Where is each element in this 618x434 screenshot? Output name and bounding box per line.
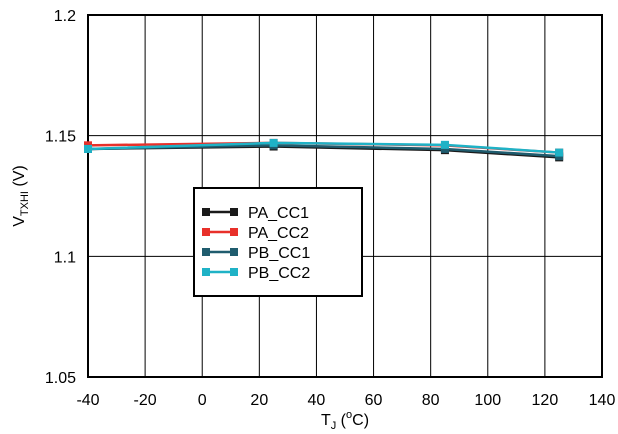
legend-label: PB_CC1	[248, 245, 310, 262]
legend-swatch-marker	[202, 208, 210, 216]
legend-label: PA_CC1	[248, 205, 309, 222]
plot-frame	[87, 14, 603, 378]
data-point	[555, 148, 564, 157]
data-point	[440, 140, 449, 149]
legend-entry: PA_CC2	[202, 225, 309, 242]
y-tick-label: 1.1	[54, 249, 76, 266]
y-tick-label: 1.05	[45, 370, 76, 387]
y-tick-label: 1.2	[54, 8, 76, 25]
data-point	[440, 144, 449, 153]
x-tick-label: -40	[76, 392, 99, 409]
legend-swatch-marker	[230, 208, 238, 216]
x-axis-label: TJ (oC)	[321, 409, 369, 432]
legend-swatch-marker	[202, 228, 210, 236]
legend-entry: PB_CC1	[202, 245, 310, 262]
legend-swatch-marker	[230, 228, 238, 236]
y-tick-labels: 1.05 1.1 1.15 1.2	[45, 8, 76, 387]
legend-entry: PA_CC1	[202, 205, 309, 222]
x-tick-label: 100	[474, 392, 501, 409]
legend: PA_CC1 PA_CC2 PB_CC1 PB_CC2	[193, 187, 363, 297]
x-tick-labels: -40 -20 0 20 40 60 80 100 120 140	[76, 392, 615, 409]
x-tick-label: 140	[589, 392, 616, 409]
legend-swatch-marker	[202, 268, 210, 276]
x-tick-label: 0	[198, 392, 207, 409]
x-tick-label: 20	[250, 392, 268, 409]
series-pb-cc2	[84, 138, 564, 157]
series-line	[87, 141, 560, 154]
legend-swatch-marker	[202, 248, 210, 256]
x-tick-label: 80	[422, 392, 440, 409]
legend-entry: PB_CC2	[202, 265, 310, 282]
legend-swatch-marker	[230, 268, 238, 276]
legend-box	[193, 187, 363, 297]
data-point	[269, 138, 278, 147]
legend-label: PA_CC2	[248, 225, 309, 242]
x-tick-label: 40	[308, 392, 326, 409]
y-axis-label: VTXHI (V)	[11, 165, 31, 227]
series-layer	[84, 138, 564, 162]
x-tick-label: 60	[365, 392, 383, 409]
x-tick-label: -20	[134, 392, 157, 409]
data-point	[84, 144, 92, 153]
legend-swatch-marker	[230, 248, 238, 256]
x-tick-label: 120	[532, 392, 559, 409]
y-tick-label: 1.15	[45, 129, 76, 146]
legend-label: PB_CC2	[248, 265, 310, 282]
